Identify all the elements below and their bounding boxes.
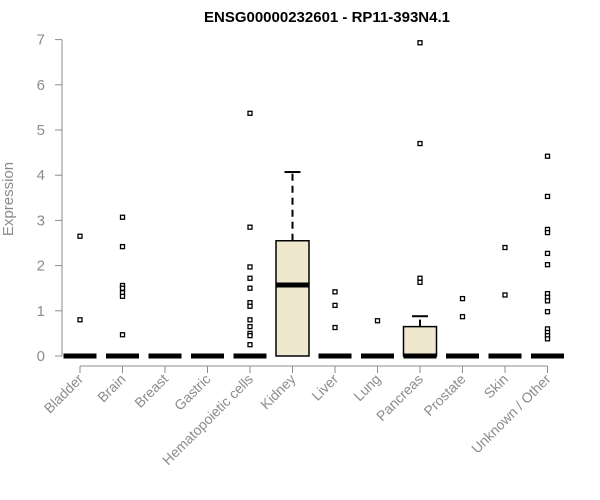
box-rect xyxy=(402,325,438,357)
outlier-point xyxy=(544,298,551,304)
outlier-point xyxy=(119,243,126,250)
box-11 xyxy=(531,153,564,359)
outlier-point xyxy=(417,279,423,285)
y-tick-label: 3 xyxy=(37,212,45,229)
chart-title: ENSG00000232601 - RP11-393N4.1 xyxy=(204,9,450,26)
outlier-point xyxy=(544,229,551,236)
box-10 xyxy=(488,244,522,359)
x-tick-label: Lung xyxy=(350,371,383,404)
outlier-point xyxy=(502,244,508,251)
outlier-point xyxy=(459,314,466,320)
outlier-point xyxy=(77,233,83,239)
box-8 xyxy=(402,40,438,359)
outlier-point xyxy=(502,292,508,298)
outlier-point xyxy=(247,333,253,339)
y-tick-label: 4 xyxy=(37,167,45,184)
box-5 xyxy=(275,171,310,357)
outlier-point xyxy=(247,110,253,116)
outlier-point xyxy=(77,317,83,323)
outlier-point xyxy=(247,342,253,348)
outlier-point xyxy=(544,250,551,257)
x-tick-label: Kidney xyxy=(257,371,299,413)
y-tick-label: 1 xyxy=(37,303,45,320)
outlier-point xyxy=(417,140,423,147)
y-tick-label: 5 xyxy=(37,122,45,139)
outlier-point xyxy=(544,193,551,200)
outlier-point xyxy=(332,324,338,331)
x-tick-label: Liver xyxy=(308,371,341,404)
outlier-point xyxy=(459,295,466,302)
box-series xyxy=(63,40,564,359)
outlier-point xyxy=(332,289,338,295)
outlier-point xyxy=(332,302,338,309)
outlier-point xyxy=(544,153,551,159)
y-axis-label: Expression xyxy=(0,162,17,236)
x-tick-label: Breast xyxy=(131,371,171,411)
outlier-point xyxy=(417,40,423,46)
outlier-point xyxy=(247,275,253,281)
outlier-point xyxy=(119,285,126,291)
outlier-point xyxy=(544,336,551,342)
box-rect xyxy=(275,239,310,357)
box-6 xyxy=(318,289,352,359)
outlier-point xyxy=(247,317,253,323)
outlier-point xyxy=(119,214,126,220)
x-tick-label: Bladder xyxy=(41,371,87,417)
x-tick-label: Pancreas xyxy=(373,371,426,424)
x-tick-label: Skin xyxy=(481,371,512,402)
outlier-point xyxy=(247,285,253,291)
x-tick-label: Brain xyxy=(94,371,128,405)
box-0 xyxy=(63,233,97,359)
y-tick-label: 2 xyxy=(37,258,45,275)
y-tick-label: 6 xyxy=(37,77,45,94)
outlier-point xyxy=(119,332,126,338)
box-4 xyxy=(233,110,267,359)
box-7 xyxy=(361,318,394,359)
outlier-point xyxy=(374,318,381,324)
y-tick-label: 7 xyxy=(37,32,45,49)
outlier-point xyxy=(247,323,253,330)
outlier-point xyxy=(247,264,253,270)
outlier-point xyxy=(417,275,423,281)
y-tick-label: 0 xyxy=(37,348,45,365)
y-axis: 0 1 2 3 4 5 6 7 xyxy=(37,32,63,365)
box-1 xyxy=(106,214,139,359)
outlier-point xyxy=(119,293,126,299)
x-tick-label: Unknown / Other xyxy=(468,371,554,457)
box-9 xyxy=(446,295,479,359)
outlier-point xyxy=(247,224,253,230)
outlier-point xyxy=(544,309,551,315)
outlier-point xyxy=(544,262,551,268)
x-tick-label: Prostate xyxy=(420,371,468,419)
outlier-point xyxy=(247,303,253,309)
